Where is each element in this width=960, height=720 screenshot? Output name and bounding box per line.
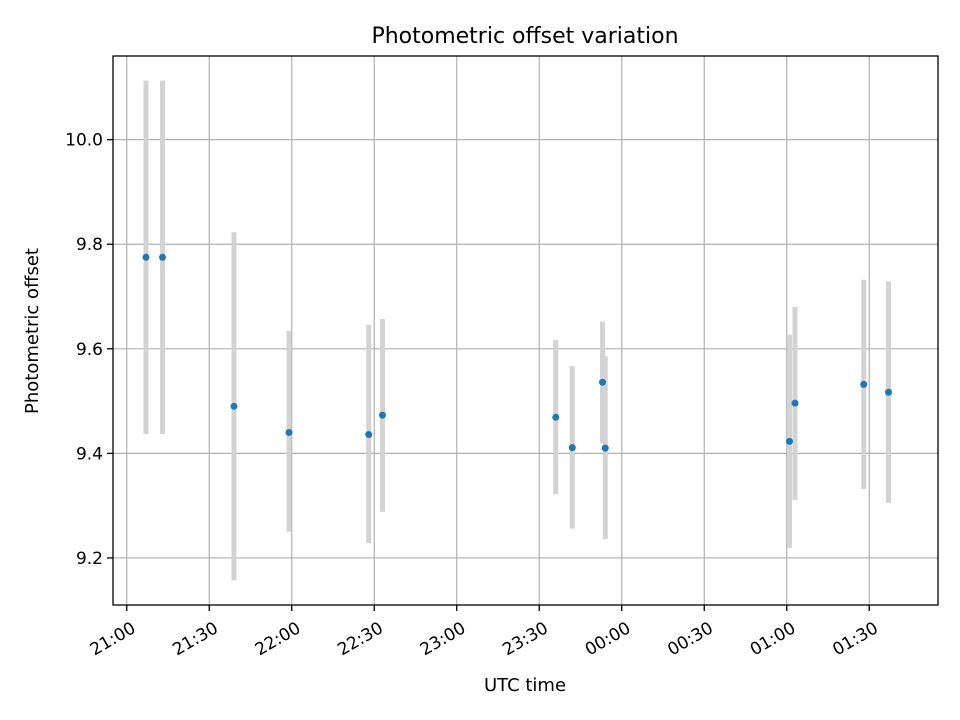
x-axis-label: UTC time [484,675,566,696]
point-layer [142,253,892,452]
data-point [601,444,609,452]
data-point [791,399,799,407]
y-axis-label: Photometric offset [22,248,43,414]
data-point [552,413,560,421]
data-point [568,444,576,452]
y-tick-label: 9.4 [76,444,103,464]
data-point [230,402,238,410]
y-tick-label: 10.0 [65,131,103,151]
data-point [365,431,373,439]
data-point [379,411,386,419]
y-tick-label: 9.2 [76,549,103,569]
data-point [786,437,793,445]
data-point [159,253,166,261]
data-point [860,380,868,388]
data-point [142,253,150,261]
y-tick-label: 9.6 [76,340,103,360]
chart-title: Photometric offset variation [371,24,678,49]
y-tick-label: 9.8 [76,235,103,255]
data-point [885,388,892,396]
data-point [599,378,606,386]
data-point [285,428,293,436]
plot-frame [112,55,939,606]
grid-layer [113,56,938,605]
